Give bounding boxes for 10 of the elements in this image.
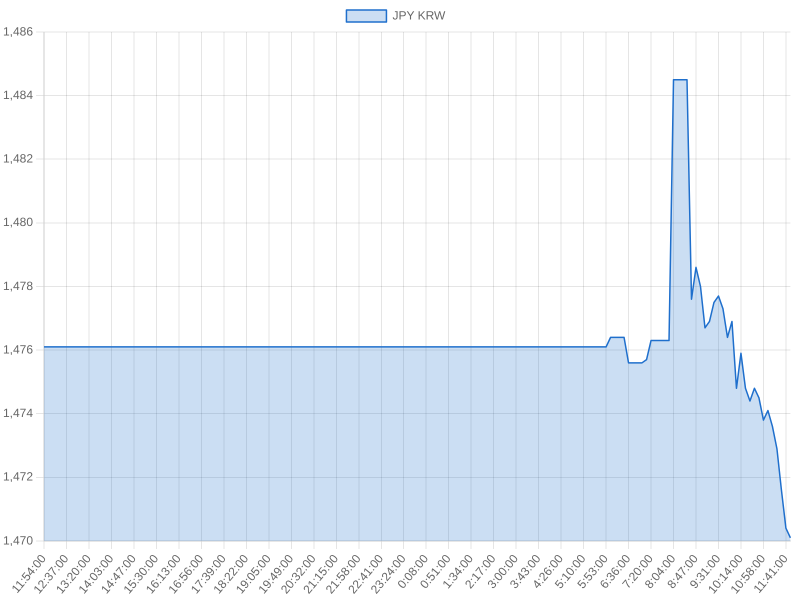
- y-tick-label: 1,472: [3, 470, 34, 484]
- y-tick-label: 1,478: [3, 278, 34, 293]
- y-tick-label: 1,484: [3, 88, 34, 102]
- y-tick-label: 1,476: [3, 342, 34, 356]
- y-tick-label: 1,480: [3, 215, 34, 230]
- y-tick-label: 1,474: [3, 406, 34, 420]
- y-tick-label: 1,486: [3, 24, 34, 38]
- legend-label: JPY KRW: [392, 8, 446, 22]
- y-tick-label: 1,482: [3, 152, 34, 166]
- y-tick-label: 1,470: [3, 533, 34, 548]
